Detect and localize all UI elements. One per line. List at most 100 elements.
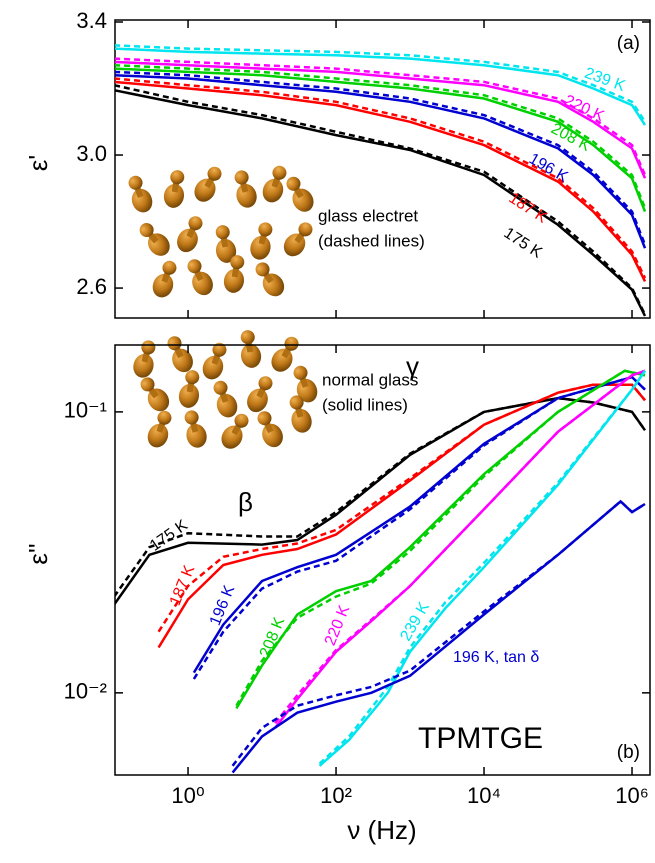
series-label: 239 K	[397, 599, 433, 644]
solid-line	[115, 89, 647, 317]
panel-label: (a)	[617, 33, 640, 54]
solid-line	[274, 369, 646, 729]
x-axis-label: ν (Hz)	[347, 815, 416, 845]
panel-label: (b)	[617, 742, 640, 763]
series-label: 187 K	[506, 190, 551, 227]
molecule	[286, 176, 314, 212]
dashed-line	[115, 57, 647, 176]
molecule-head	[188, 216, 203, 231]
molecule-head	[284, 336, 299, 351]
molecule	[250, 222, 273, 260]
molecule	[283, 222, 313, 257]
plot-frame	[114, 344, 651, 776]
molecule	[257, 411, 283, 448]
x-tick-label: 10²	[320, 783, 352, 808]
molecule-head	[157, 410, 172, 425]
molecule-body	[202, 355, 224, 380]
molecule	[234, 170, 257, 208]
y-axis-label: ε'	[23, 155, 53, 172]
dashed-line	[115, 396, 647, 598]
dashed-line	[192, 375, 646, 680]
plot-frame	[114, 19, 651, 319]
molecule-head	[212, 342, 227, 357]
molecule-body	[152, 273, 174, 298]
molecule-head	[234, 413, 249, 428]
molecule-body	[163, 183, 185, 208]
dashed-line	[231, 499, 646, 767]
molecule	[163, 170, 185, 208]
molecule-head	[298, 222, 313, 237]
annotation: (dashed lines)	[318, 231, 425, 250]
molecule	[178, 370, 200, 408]
molecule	[140, 377, 170, 412]
molecule-head	[255, 262, 270, 277]
molecule	[177, 216, 203, 253]
dashed-line	[157, 383, 646, 633]
y-tick-label: 3.4	[76, 8, 107, 33]
molecule-head	[215, 225, 230, 240]
series-label: 220 K	[562, 92, 607, 125]
molecule-head	[141, 340, 156, 355]
molecule	[128, 175, 153, 213]
annotation: glass electret	[318, 206, 418, 225]
molecule	[293, 365, 318, 403]
molecule-body	[186, 423, 207, 448]
dashed-line	[115, 44, 647, 123]
molecule-head	[162, 260, 177, 275]
molecule-head	[207, 166, 222, 181]
solid-line	[115, 73, 647, 249]
x-tick-label: 10⁰	[171, 783, 204, 808]
molecule-head	[185, 370, 200, 385]
annotation: (solid lines)	[322, 395, 408, 414]
molecule-head	[258, 376, 273, 391]
molecule-head	[234, 170, 249, 185]
molecule-head	[140, 377, 155, 392]
molecule-body	[262, 178, 284, 203]
molecule-head	[293, 365, 308, 380]
molecule-body	[215, 238, 237, 263]
molecule-head	[289, 395, 304, 410]
x-tick-label: 10⁴	[467, 783, 501, 808]
molecule	[187, 259, 213, 296]
molecule-body	[291, 408, 312, 433]
solid-line	[115, 80, 647, 282]
molecule	[184, 410, 207, 448]
y-tick-label: 10⁻²	[64, 679, 107, 704]
molecule	[202, 342, 227, 380]
dashed-line	[235, 369, 646, 707]
series-label: 187 K	[167, 563, 199, 608]
dashed-line	[115, 63, 647, 209]
series-label: 196 K	[526, 150, 571, 186]
molecule	[194, 166, 222, 202]
molecule	[213, 380, 238, 418]
molecule-head	[258, 222, 273, 237]
molecule-head	[240, 330, 255, 345]
molecule	[167, 336, 193, 373]
solid-line	[115, 60, 647, 179]
molecule-head	[139, 223, 154, 238]
annotation: normal glass	[322, 370, 418, 389]
solid-line	[115, 47, 647, 126]
molecule	[223, 255, 245, 293]
dashed-line	[115, 77, 647, 279]
molecule	[152, 260, 177, 298]
molecule	[133, 340, 156, 378]
molecule-body	[133, 353, 154, 378]
molecule-body	[147, 423, 169, 448]
molecule-body	[223, 268, 245, 293]
x-tick-label: 10⁶	[615, 783, 649, 808]
molecule-body	[240, 343, 262, 368]
y-axis-label: ε''	[23, 543, 53, 565]
molecule-head	[272, 165, 287, 180]
dashed-line	[115, 70, 647, 246]
molecule-head	[170, 170, 185, 185]
molecule-head	[257, 411, 272, 426]
dashed-line	[115, 84, 647, 316]
molecule	[262, 165, 287, 203]
annotation: TPMTGE	[418, 722, 543, 755]
molecule	[221, 413, 249, 449]
molecule	[289, 395, 312, 433]
molecule	[255, 262, 285, 297]
annotation: γ	[406, 351, 419, 381]
